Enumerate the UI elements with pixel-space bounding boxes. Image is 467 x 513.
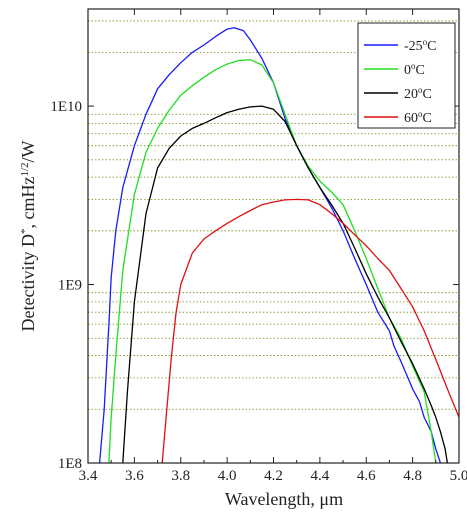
x-tick-label: 3.8 <box>171 468 190 484</box>
legend-entries: -25oC 0oC 20oC 60oC <box>364 37 437 126</box>
y-axis-label: Detectivity D*, cmHz1/2/W <box>18 140 38 331</box>
x-tick-label: 4.8 <box>403 468 422 484</box>
y-tick-label: 1E10 <box>50 99 82 115</box>
x-tick-label: 3.6 <box>125 468 144 484</box>
legend-label-4: 60oC <box>404 109 432 126</box>
y-axis-label-sup2: 1/2 <box>19 162 31 176</box>
svg-text:Detectivity D*, cmHz1/2/W: Detectivity D*, cmHz1/2/W <box>18 140 38 331</box>
x-axis-label: Wavelength, μm <box>225 489 343 509</box>
x-tick-label: 5.0 <box>450 468 467 484</box>
series-line-2 <box>108 59 437 463</box>
axis-ticks <box>87 9 460 464</box>
legend-label-2: 0oC <box>404 61 425 78</box>
tick-labels: 3.4 3.6 3.8 4.0 4.2 4.4 4.6 4.8 5.0 1E8 1E9 1E10 <box>50 99 467 484</box>
series-line-3 <box>122 105 449 463</box>
x-tick-label: 4.2 <box>264 468 283 484</box>
y-axis-label-end: /W <box>18 140 38 162</box>
y-axis-label-main: Detectivity D <box>18 234 38 331</box>
y-axis-label-sup1: * <box>19 229 31 235</box>
series-line-4 <box>161 198 459 463</box>
legend: -25oC 0oC 20oC 60oC <box>357 22 456 129</box>
x-tick-label: 4.4 <box>311 468 330 484</box>
x-tick-label: 4.0 <box>218 468 237 484</box>
legend-label-3: 20oC <box>404 85 432 102</box>
y-tick-label: 1E8 <box>58 456 82 472</box>
y-tick-label: 1E9 <box>58 278 82 294</box>
x-tick-label: 4.6 <box>357 468 376 484</box>
series-lines <box>98 27 459 463</box>
x-tick-label: 3.4 <box>79 468 98 484</box>
legend-box <box>357 22 456 129</box>
legend-label-1: -25oC <box>404 37 437 54</box>
y-axis-label-unit: , cmHz <box>18 177 38 229</box>
